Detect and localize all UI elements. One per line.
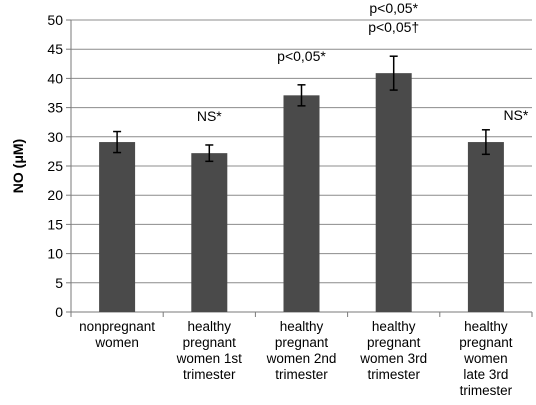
x-category-line: healthy (280, 319, 324, 334)
bar-annotation: NS* (503, 107, 528, 123)
bar-annotation: p<0,05* (369, 0, 418, 16)
x-category-label: healthy pregnant women 3rd trimester (359, 319, 427, 382)
y-axis-label: NO (μM) (10, 139, 26, 193)
y-tick-label: 40 (47, 70, 63, 86)
y-tick-label: 5 (55, 275, 63, 291)
bar (467, 142, 504, 312)
bar-annotation: p<0,05* (277, 48, 326, 64)
y-tick-label: 20 (47, 187, 63, 203)
x-category-line: pregnant (275, 335, 329, 350)
bar (283, 95, 320, 312)
bar (99, 142, 136, 312)
x-category-label: healthy pregnant women late 3rd trimester (459, 319, 513, 398)
bar (375, 73, 412, 312)
y-tick-label: 35 (47, 100, 63, 116)
x-category-line: pregnant (459, 335, 513, 350)
y-tick-label: 10 (47, 246, 63, 262)
x-category-line: pregnant (183, 335, 237, 350)
y-tick-label: 45 (47, 41, 63, 57)
x-category-line: women (94, 335, 139, 350)
x-category-line: trimester (367, 367, 420, 382)
bar (191, 153, 228, 312)
y-tick-label: 50 (47, 12, 63, 28)
y-axis-ticks: 0 5 10 15 20 25 30 35 40 45 50 (47, 12, 533, 320)
bars (99, 73, 504, 312)
x-category-line: healthy (188, 319, 232, 334)
y-tick-label: 30 (47, 129, 63, 145)
x-category-line: nonpregnant (79, 319, 155, 334)
bar-annotation: p<0,05† (368, 19, 419, 35)
x-category-line: women 3rd (359, 351, 427, 366)
x-category-line: trimester (275, 367, 328, 382)
error-bars (113, 55, 490, 163)
y-tick-label: 25 (47, 158, 63, 174)
x-category-line: pregnant (367, 335, 421, 350)
y-tick-label: 15 (47, 216, 63, 232)
x-category-line: healthy (372, 319, 416, 334)
x-category-label: nonpregnant women (79, 319, 155, 350)
x-category-label: healthy pregnant women 2nd trimester (266, 319, 337, 382)
x-category-line: trimester (183, 367, 236, 382)
x-category-line: trimester (460, 383, 513, 398)
y-tick-label: 0 (55, 304, 63, 320)
annotations: NS* p<0,05* p<0,05* p<0,05† NS* (197, 0, 529, 124)
x-category-line: women 2nd (266, 351, 337, 366)
x-category-label: healthy pregnant women 1st trimester (176, 319, 243, 382)
x-category-line: women 1st (176, 351, 243, 366)
x-category-line: women (463, 351, 508, 366)
x-category-line: late 3rd (463, 367, 508, 382)
x-category-line: healthy (464, 319, 508, 334)
bar-annotation: NS* (197, 108, 222, 124)
